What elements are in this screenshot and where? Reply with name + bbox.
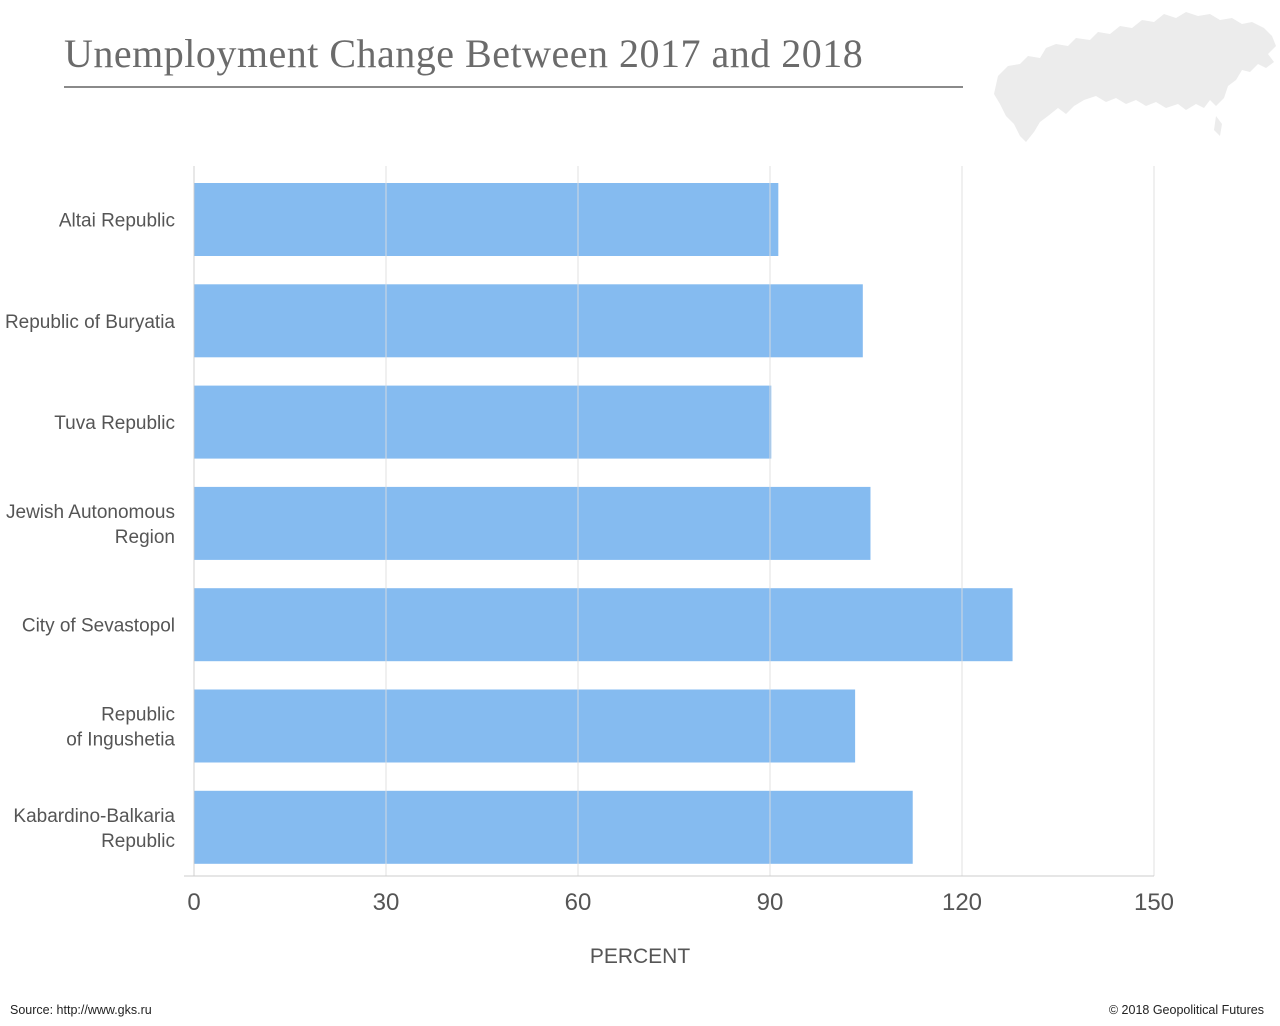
x-axis-title: PERCENT [590,945,691,968]
bar-5 [194,689,856,763]
category-label-6: Kabardino-Balkaria Republic [13,806,175,852]
category-label-1: Republic of Buryatia [5,312,175,333]
category-label-2: Tuva Republic [54,413,175,434]
category-label-5: Republic of Ingushetia [66,705,175,751]
title-divider [64,86,963,88]
x-tick-label-2: 60 [565,889,592,916]
x-tick-labels: 0 30 60 90 120 150 [187,889,1174,916]
category-label-0: Altai Republic [59,211,175,232]
chart-title: Unemployment Change Between 2017 and 201… [64,31,864,76]
x-tick-label-5: 150 [1134,889,1174,916]
bar-0 [194,183,779,256]
category-label-4: City of Sevastopol [22,616,175,637]
bars [194,183,1013,864]
x-tick-label-3: 90 [757,889,784,916]
x-tick-label-1: 30 [373,889,400,916]
x-tick-label-0: 0 [187,889,200,916]
category-labels: Altai Republic Republic of Buryatia Tuva R… [5,211,175,852]
russia-map-icon [994,12,1276,142]
gridlines [184,166,1155,877]
copyright-note: © 2018 Geopolitical Futures [1108,1003,1264,1017]
bar-6 [194,790,913,864]
bar-1 [194,284,863,358]
x-tick-label-4: 120 [942,889,982,916]
bar-2 [194,385,772,459]
category-label-3: Jewish Autonomous Region [6,502,175,548]
bar-3 [194,486,871,560]
source-note: Source: http://www.gks.ru [10,1003,152,1017]
bar-4 [194,588,1013,662]
